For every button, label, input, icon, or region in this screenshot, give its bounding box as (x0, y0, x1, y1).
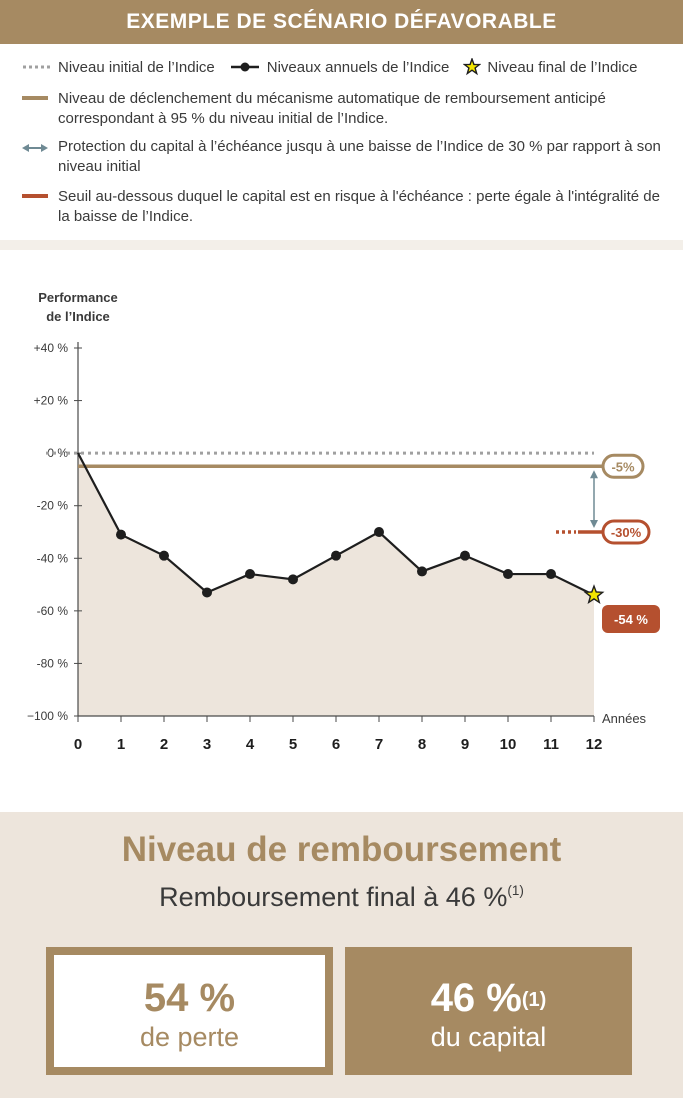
legend-protection: Protection du capital à l’échéance jusqu… (22, 137, 662, 177)
x-tick-label: 9 (461, 736, 469, 753)
loss-value: 54 % (143, 976, 236, 1020)
x-tick-label: 2 (160, 736, 168, 753)
arrow-up-head (590, 470, 598, 479)
data-point (159, 550, 169, 561)
y-tick-label: 0 % (47, 446, 68, 460)
y-tick-label: -40 % (37, 551, 69, 565)
legend-final-label: Niveau final de l’Indice (487, 58, 638, 76)
capital-label: du capital (430, 1022, 547, 1052)
y-tick-label: -60 % (37, 604, 69, 618)
y-axis-label-line2: de l’Indice (46, 309, 110, 324)
protection-label-text: -30% (611, 525, 642, 540)
x-tick-label: 6 (332, 736, 340, 753)
legend-final: Niveau final de l’Indice (463, 58, 637, 76)
summary-panel: Niveau de remboursement Remboursement fi… (0, 812, 683, 1098)
legend-initial-label: Niveau initial de l’Indice (58, 58, 215, 76)
summary-subtitle: Remboursement final à 46 %(1) (0, 882, 683, 913)
capital-value-row: 46 %(1) (345, 975, 632, 1021)
arrow-down-head (590, 520, 598, 528)
red-line-icon (22, 194, 48, 198)
legend-annual-label: Niveaux annuels de l’Indice (266, 58, 450, 76)
y-tick-label: +40 % (34, 341, 69, 355)
y-axis-label-line1: Performance (38, 290, 117, 305)
x-tick-label: 4 (246, 736, 255, 753)
data-point (202, 587, 212, 598)
x-tick-label: 8 (418, 736, 426, 753)
gold-line-icon (22, 96, 48, 100)
data-point (460, 550, 470, 561)
final-label-text: -54 % (614, 612, 648, 627)
data-point (546, 569, 556, 580)
data-point (331, 550, 341, 561)
y-tick-label: +20 % (34, 394, 69, 408)
capital-box: 46 %(1) du capital (345, 947, 632, 1075)
summary-subtitle-text: Remboursement final à 46 % (159, 882, 508, 912)
y-tick-label: −100 % (27, 709, 68, 723)
x-tick-label: 10 (500, 736, 517, 753)
legend-protection-label: Protection du capital à l’échéance jusqu… (58, 138, 661, 175)
legend-threshold-label: Seuil au-dessous duquel le capital est e… (58, 188, 660, 225)
trigger-label-text: -5% (611, 459, 635, 474)
data-point (288, 574, 298, 585)
data-point (116, 529, 126, 540)
x-tick-label: 0 (74, 736, 82, 753)
area-fill (78, 453, 594, 716)
star-icon (463, 58, 482, 76)
legend-trigger-label: Niveau de déclenchement du mécanisme aut… (58, 90, 606, 127)
legend-initial: Niveau initial de l’Indice (22, 59, 215, 76)
capital-value: 46 % (430, 976, 522, 1020)
y-tick-label: -80 % (37, 656, 69, 670)
final-star-icon (583, 584, 605, 605)
summary-title: Niveau de remboursement (121, 830, 562, 869)
legend: Niveau initial de l’Indice Niveaux annue… (0, 44, 683, 240)
x-tick-label: 12 (586, 736, 603, 753)
section-divider (0, 240, 683, 250)
final-label-box (602, 605, 660, 633)
loss-label: de perte (139, 1022, 240, 1052)
protection-label-pill (601, 519, 651, 545)
x-tick-label: 3 (203, 736, 211, 753)
y-tick-label: -20 % (37, 499, 69, 513)
x-tick-label: 11 (543, 736, 559, 753)
dotted-line-icon (23, 65, 52, 69)
double-arrow-icon (22, 144, 48, 152)
x-tick-label: 7 (375, 736, 383, 753)
legend-annual: Niveaux annuels de l’Indice (229, 58, 450, 76)
x-tick-label: 1 (117, 736, 125, 753)
trigger-label-pill (601, 453, 645, 479)
header-title: EXEMPLE DE SCÉNARIO DÉFAVORABLE (126, 10, 557, 33)
loss-box: 54 % de perte (46, 947, 333, 1075)
capital-footnote: (1) (521, 989, 547, 1011)
legend-trigger: Niveau de déclenchement du mécanisme aut… (22, 89, 662, 129)
summary-subtitle-footnote: (1) (507, 883, 524, 899)
chart: +40 % +20 % 0 % -20 % -40 % -60 % -80 % −100 % 0… (0, 250, 683, 812)
legend-row-markers: Niveau initial de l’Indice Niveaux annue… (22, 58, 673, 76)
legend-threshold: Seuil au-dessous duquel le capital est e… (22, 187, 662, 227)
data-point (417, 566, 427, 577)
data-point (503, 569, 513, 580)
chart-svg: +40 % +20 % 0 % -20 % -40 % -60 % -80 % −100 % 0… (27, 290, 660, 753)
x-tick-label: 5 (289, 736, 297, 753)
data-point (245, 569, 255, 580)
header-banner: EXEMPLE DE SCÉNARIO DÉFAVORABLE (0, 0, 683, 44)
dot-line-icon (230, 62, 259, 72)
data-point (374, 527, 384, 537)
x-axis-label: Années (602, 711, 647, 726)
